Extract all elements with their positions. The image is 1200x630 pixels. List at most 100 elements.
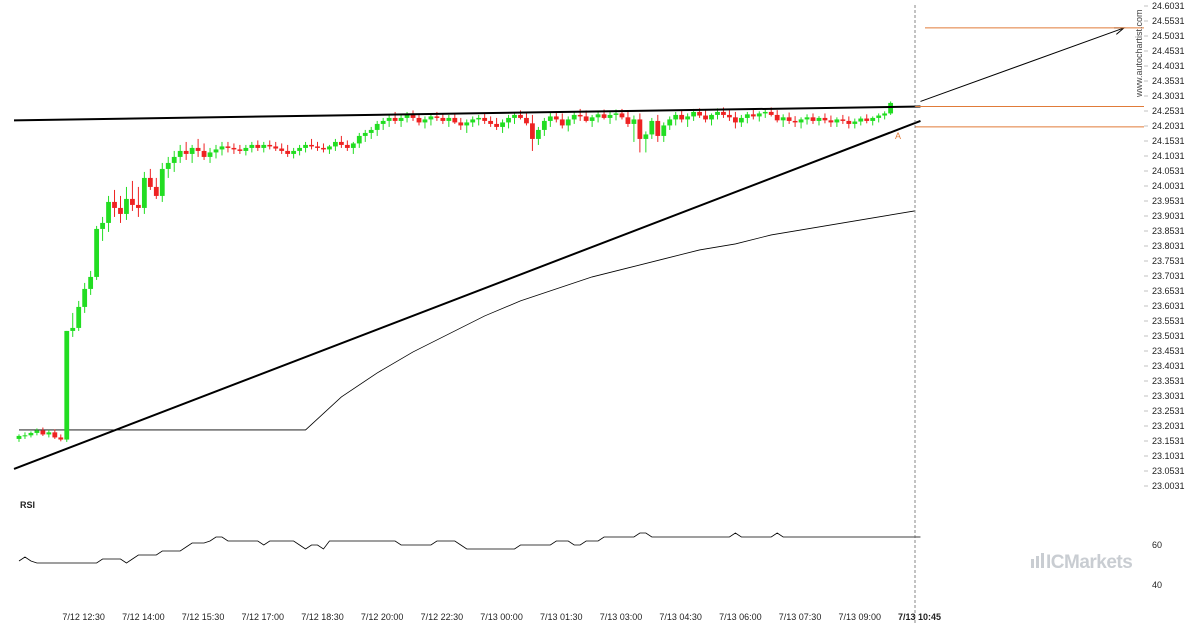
- candle-body: [428, 116, 434, 120]
- candle-body: [100, 222, 105, 229]
- candle-body: [518, 114, 523, 118]
- candle-body: [625, 117, 631, 124]
- rsi-tick-label: 40: [1152, 580, 1162, 590]
- candle-body: [810, 117, 816, 121]
- candle-body: [524, 117, 529, 124]
- candle-body: [721, 111, 726, 115]
- candle-body: [297, 147, 302, 151]
- time-tick-label: 7/12 22:30: [421, 612, 464, 622]
- candle-body: [631, 119, 637, 124]
- candle-body: [207, 152, 213, 157]
- candle-body: [691, 111, 697, 117]
- price-axis: 24.6031 24.5531 24.5031 24.4531 24.4031 24.35…: [1144, 1, 1185, 491]
- forecast-layer: [915, 27, 1144, 128]
- price-tick-label: 24.3031: [1152, 91, 1185, 101]
- price-tick-label: 23.9531: [1152, 196, 1185, 206]
- candle-body: [452, 117, 458, 123]
- price-tick-label: 24.3531: [1152, 76, 1185, 86]
- candle-body: [559, 119, 565, 126]
- candle-body: [488, 120, 494, 124]
- candle-body: [571, 114, 577, 120]
- candle-body: [679, 114, 685, 120]
- candle-body: [374, 123, 380, 130]
- price-tick-label: 23.1531: [1152, 436, 1185, 446]
- price-tick-label: 24.4531: [1152, 46, 1185, 56]
- candle-body: [828, 120, 834, 123]
- candle-body: [309, 144, 314, 147]
- candle-body: [464, 122, 470, 126]
- candle-body: [225, 146, 231, 148]
- candle-body: [703, 115, 708, 120]
- price-tick-label: 23.7031: [1152, 271, 1185, 281]
- candle-body: [864, 118, 870, 121]
- candle-body: [876, 115, 882, 118]
- time-tick-label: 7/12 14:00: [122, 612, 165, 622]
- candle-body: [64, 330, 70, 440]
- candle-body: [243, 147, 249, 151]
- candle-body: [28, 432, 34, 436]
- time-tick-label: 7/12 18:30: [301, 612, 344, 622]
- time-tick-label: 7/12 15:30: [182, 612, 225, 622]
- candle-body: [440, 117, 446, 121]
- candle-body: [446, 117, 452, 121]
- candle-body: [816, 117, 822, 121]
- candle-body: [643, 134, 649, 139]
- candle-body: [750, 114, 756, 117]
- candle-body: [303, 144, 308, 148]
- candle-body: [34, 430, 40, 433]
- price-tick-label: 24.1031: [1152, 151, 1185, 161]
- candle-body: [338, 141, 344, 145]
- candle-body: [362, 132, 368, 136]
- candle-body: [291, 150, 297, 154]
- time-tick-label: 7/13 06:00: [719, 612, 762, 622]
- candle-body: [368, 129, 374, 133]
- candle-body: [94, 228, 100, 277]
- price-tick-label: 23.8531: [1152, 226, 1185, 236]
- candle-body: [130, 198, 135, 205]
- candle-body: [858, 118, 864, 122]
- candle-body: [177, 150, 183, 157]
- candle-body: [333, 141, 338, 147]
- candle-body: [171, 156, 177, 163]
- candle-body: [255, 144, 261, 148]
- candle-body: [846, 120, 852, 124]
- candle-body: [565, 119, 571, 126]
- candle-body: [124, 198, 129, 214]
- price-tick-label: 23.1031: [1152, 451, 1185, 461]
- candle-body: [261, 144, 267, 148]
- price-tick-label: 23.4031: [1152, 361, 1185, 371]
- candle-body: [159, 168, 165, 196]
- price-tick-label: 24.5031: [1152, 31, 1185, 41]
- price-tick-label: 23.2031: [1152, 421, 1185, 431]
- candle-body: [601, 114, 607, 118]
- candle-body: [327, 146, 332, 150]
- candle-body: [422, 119, 428, 123]
- candle-body: [888, 102, 894, 114]
- candle-body: [535, 129, 541, 139]
- candle-body: [715, 111, 720, 115]
- rsi-label: RSI: [20, 500, 35, 510]
- candle-body: [870, 117, 876, 121]
- candle-body: [58, 437, 64, 440]
- candle-body: [613, 113, 619, 115]
- price-tick-label: 23.9031: [1152, 211, 1185, 221]
- candle-body: [398, 117, 404, 121]
- time-tick-label: 7/13 07:30: [779, 612, 822, 622]
- candle-body: [118, 207, 123, 214]
- candle-body: [667, 119, 673, 126]
- candle-body: [321, 147, 326, 150]
- candle-body: [219, 146, 225, 150]
- candle-body: [595, 114, 601, 118]
- candle-body: [136, 204, 141, 208]
- candle-body: [410, 114, 416, 118]
- candle-body: [237, 149, 243, 151]
- watermark-text: www.autochartist.com: [1134, 9, 1144, 98]
- time-tick-label: 7/12 17:00: [241, 612, 284, 622]
- price-tick-label: 23.7531: [1152, 256, 1185, 266]
- price-tick-label: 23.4531: [1152, 346, 1185, 356]
- price-tick-label: 23.5031: [1152, 331, 1185, 341]
- candle-body: [201, 150, 207, 157]
- candle-body: [607, 114, 613, 118]
- price-tick-label: 23.0031: [1152, 481, 1185, 491]
- candle-body: [16, 435, 22, 439]
